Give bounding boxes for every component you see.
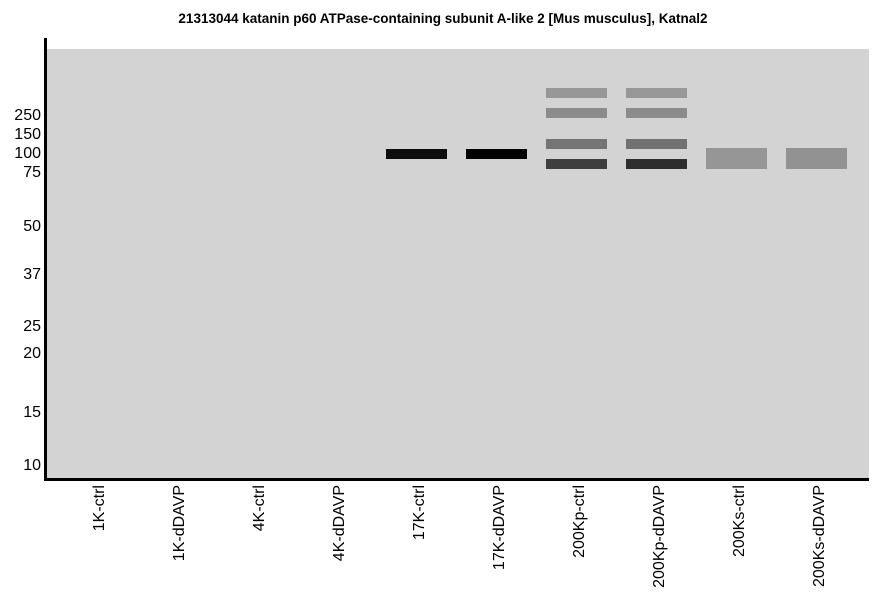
mw-marker-label: 20 <box>23 345 41 362</box>
mw-marker-label: 50 <box>23 218 41 235</box>
gel-band <box>546 139 607 149</box>
gel-band <box>626 159 687 169</box>
lane-label: 4K-ctrl <box>251 485 268 532</box>
gel-band <box>546 108 607 118</box>
lane-label: 4K-dDAVP <box>331 485 348 562</box>
lane-label: 17K-dDAVP <box>491 485 508 571</box>
gel-band <box>786 148 847 169</box>
gel-band <box>546 159 607 169</box>
lane-label: 200Ks-ctrl <box>731 485 748 558</box>
gel-band <box>706 148 767 169</box>
figure-title: 21313044 katanin p60 ATPase-containing s… <box>178 11 708 26</box>
mw-marker-label: 250 <box>14 107 41 124</box>
gel-band <box>626 88 687 98</box>
mw-marker-label: 37 <box>23 266 41 283</box>
mw-marker-label: 100 <box>14 145 41 162</box>
mw-marker-label: 15 <box>23 404 41 421</box>
gel-band <box>546 88 607 98</box>
gel-band <box>626 108 687 118</box>
x-axis-line <box>44 478 869 481</box>
plot-area <box>47 49 869 478</box>
y-axis-line <box>44 38 47 481</box>
lane-label: 1K-ctrl <box>91 485 108 532</box>
lane-label: 200Ks-dDAVP <box>811 485 828 587</box>
mw-marker-label: 25 <box>23 318 41 335</box>
lane-label: 200Kp-dDAVP <box>651 485 668 588</box>
gel-band <box>386 149 447 159</box>
mw-marker-label: 75 <box>23 164 41 181</box>
mw-marker-label: 10 <box>23 457 41 474</box>
gel-band <box>466 149 527 159</box>
gel-band <box>626 139 687 149</box>
lane-label: 200Kp-ctrl <box>571 485 588 558</box>
lane-label: 17K-ctrl <box>411 485 428 541</box>
mw-marker-label: 150 <box>14 126 41 143</box>
lane-label: 1K-dDAVP <box>171 485 188 562</box>
